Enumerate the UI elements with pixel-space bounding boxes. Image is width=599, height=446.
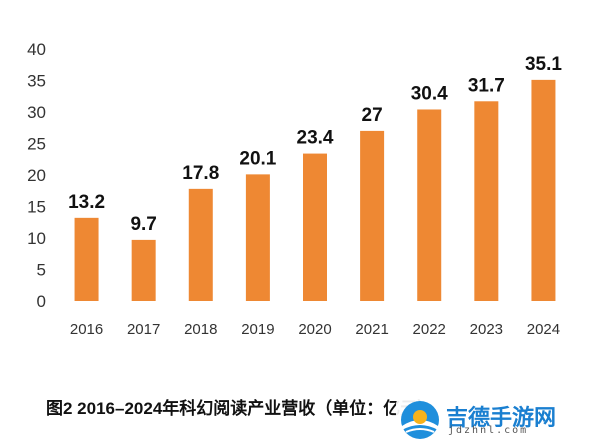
bar [303, 153, 327, 301]
x-tick-label: 2023 [470, 321, 503, 338]
bar [188, 188, 213, 301]
y-tick-label: 30 [27, 103, 46, 122]
bar [417, 109, 442, 301]
x-tick-label: 2016 [70, 321, 103, 338]
y-tick-label: 25 [27, 135, 46, 154]
y-tick-label: 10 [27, 229, 46, 248]
x-tick-label: 2022 [413, 321, 446, 338]
y-tick-label: 35 [27, 72, 46, 91]
data-label: 31.7 [468, 75, 505, 96]
y-tick-label: 20 [27, 166, 46, 185]
bar [360, 130, 385, 301]
x-tick-label: 2021 [355, 321, 388, 338]
watermark: 吉德手游网 jdzhnl.com [396, 398, 591, 442]
data-label: 30.4 [411, 83, 448, 104]
bar [131, 239, 156, 301]
x-tick-label: 2017 [127, 321, 160, 338]
chart-caption: 图2 2016–2024年科幻阅读产业营收（单位：亿元） [46, 399, 435, 418]
data-label: 20.1 [239, 148, 276, 169]
x-tick-label: 2020 [298, 321, 331, 338]
data-label: 35.1 [525, 54, 562, 75]
watermark-url: jdzhnl.com [448, 425, 529, 436]
y-tick-label: 15 [27, 198, 46, 217]
watermark-name: 吉德手游网 [446, 406, 557, 431]
data-label: 27 [362, 105, 383, 126]
bar [474, 101, 499, 301]
bar [531, 79, 556, 302]
tree-sunrise-logo-icon [401, 401, 439, 439]
bar [74, 217, 99, 301]
y-tick-label: 0 [37, 292, 46, 311]
data-label: 9.7 [130, 214, 156, 235]
data-label: 17.8 [182, 163, 219, 184]
x-tick-label: 2018 [184, 321, 217, 338]
bar [245, 174, 270, 301]
y-tick-label: 40 [27, 40, 46, 59]
x-tick-label: 2019 [241, 321, 274, 338]
data-label: 13.2 [68, 192, 105, 213]
y-tick-label: 5 [37, 261, 46, 280]
data-label: 23.4 [297, 128, 334, 149]
x-tick-label: 2024 [527, 321, 560, 338]
